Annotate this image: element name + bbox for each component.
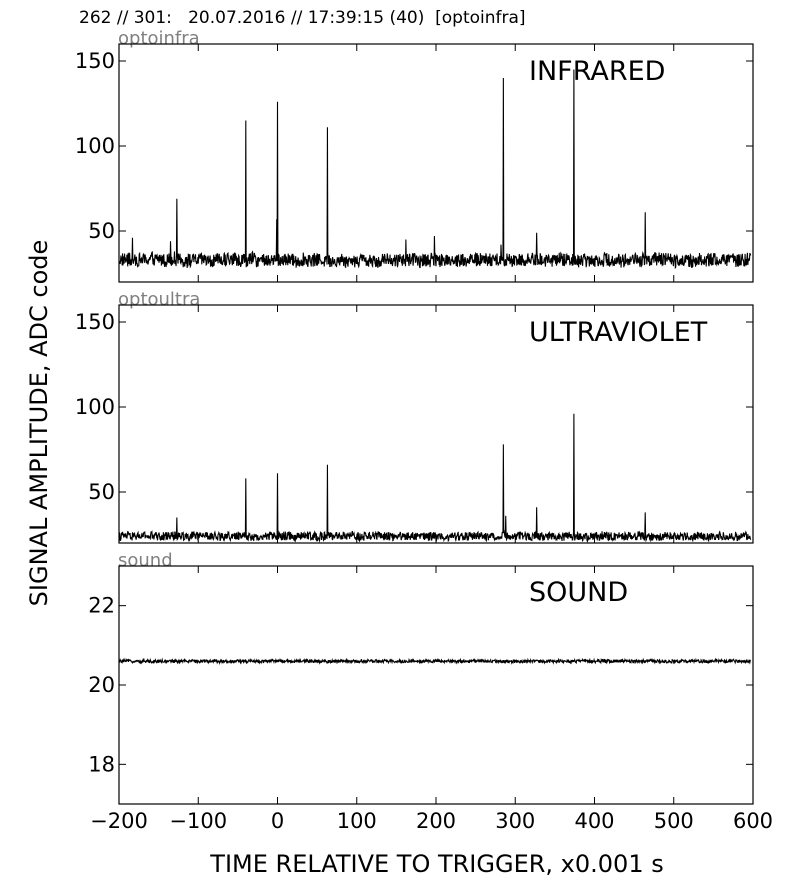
infrared-y-tick-label: 100 — [75, 134, 115, 158]
x-tick-label: 200 — [416, 809, 456, 833]
ultraviolet-panel-title: ULTRAVIOLET — [529, 317, 708, 348]
sound-series-group — [118, 657, 752, 666]
infrared-y-tick-label: 150 — [75, 49, 115, 73]
x-axis-label: TIME RELATIVE TO TRIGGER, x0.001 s — [209, 850, 663, 878]
ultraviolet-y-tick-label: 150 — [75, 310, 115, 334]
x-tick-label: 600 — [733, 809, 773, 833]
infrared-panel-title: INFRARED — [529, 56, 665, 87]
ultraviolet-y-ticks: 50 100 150 — [75, 310, 753, 504]
x-tick-label: −100 — [169, 809, 227, 833]
infrared-panel: optoinfra 50 100 150 INFRARED — [75, 28, 754, 283]
sound-channel-label: sound — [118, 550, 173, 571]
sound-y-tick-label: 22 — [88, 594, 115, 618]
x-tick-label: 0 — [271, 809, 284, 833]
figure-header: 262 // 301: 20.07.2016 // 17:39:15 (40) … — [79, 8, 526, 28]
x-tick-label: 500 — [654, 809, 694, 833]
infrared-y-tick-label: 50 — [88, 219, 115, 243]
ultraviolet-y-tick-label: 100 — [75, 395, 115, 419]
sound-y-tick-label: 18 — [88, 752, 115, 776]
x-tick-label: 100 — [337, 809, 377, 833]
ultraviolet-series-group — [118, 413, 752, 543]
sound-panel: sound 18 20 22 SOUND — [88, 550, 754, 805]
y-axis-label: SIGNAL AMPLITUDE, ADC code — [25, 240, 53, 607]
x-tick-labels: −200 −100 0 100 200 300 400 500 600 — [90, 809, 773, 833]
ultraviolet-plot-frame — [118, 304, 754, 544]
sound-y-ticks: 18 20 22 — [88, 594, 753, 776]
ultraviolet-signal-line — [118, 413, 752, 543]
infrared-signal-line — [118, 69, 752, 270]
x-tick-label: 300 — [495, 809, 535, 833]
x-tick-label: −200 — [90, 809, 148, 833]
ultraviolet-channel-label: optoultra — [118, 289, 200, 310]
infrared-series-group — [118, 69, 752, 270]
ultraviolet-panel: optoultra 50 100 150 ULTRAVIOLET — [75, 289, 754, 544]
sound-signal-line — [118, 657, 752, 666]
infrared-y-ticks: 50 100 150 — [75, 49, 753, 243]
sound-plot-frame — [118, 565, 754, 805]
ultraviolet-y-tick-label: 50 — [88, 480, 115, 504]
sound-panel-title: SOUND — [529, 577, 628, 608]
infrared-plot-frame — [118, 43, 754, 283]
sound-y-tick-label: 20 — [88, 673, 115, 697]
x-tick-label: 400 — [574, 809, 614, 833]
sound-x-tick-marks — [118, 566, 754, 804]
infrared-channel-label: optoinfra — [118, 28, 200, 49]
